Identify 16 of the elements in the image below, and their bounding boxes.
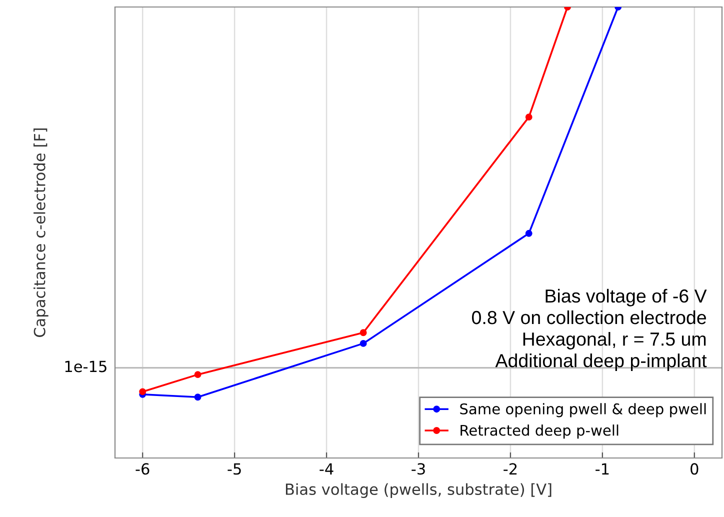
x-tick-label: -1	[596, 463, 609, 474]
annotation: 0.8 V on collection electrode	[472, 310, 706, 324]
y-axis-title: Capacitance c-electrode [F]	[34, 128, 48, 338]
x-tick-label: -4	[320, 463, 334, 474]
annotation: Bias voltage of -6 V	[546, 288, 707, 306]
x-tick-label: -5	[228, 463, 241, 475]
x-tick-label: 0	[690, 463, 698, 475]
annotation: Hexagonal, r = 7.5 um	[523, 332, 706, 350]
x-tick-label: -6	[136, 463, 150, 475]
x-tick-label: -3	[412, 463, 425, 475]
annotation: Additional deep p-implant	[495, 354, 707, 372]
x-tick-label: -2	[504, 463, 517, 474]
legend-label: Same opening pwell & deep pwell	[460, 403, 706, 418]
ref-line-label: 1e-15	[65, 360, 106, 372]
x-axis-title: Bias voltage (pwells, substrate) [V]	[286, 483, 552, 498]
legend-label: Retracted deep p-well	[460, 424, 618, 439]
